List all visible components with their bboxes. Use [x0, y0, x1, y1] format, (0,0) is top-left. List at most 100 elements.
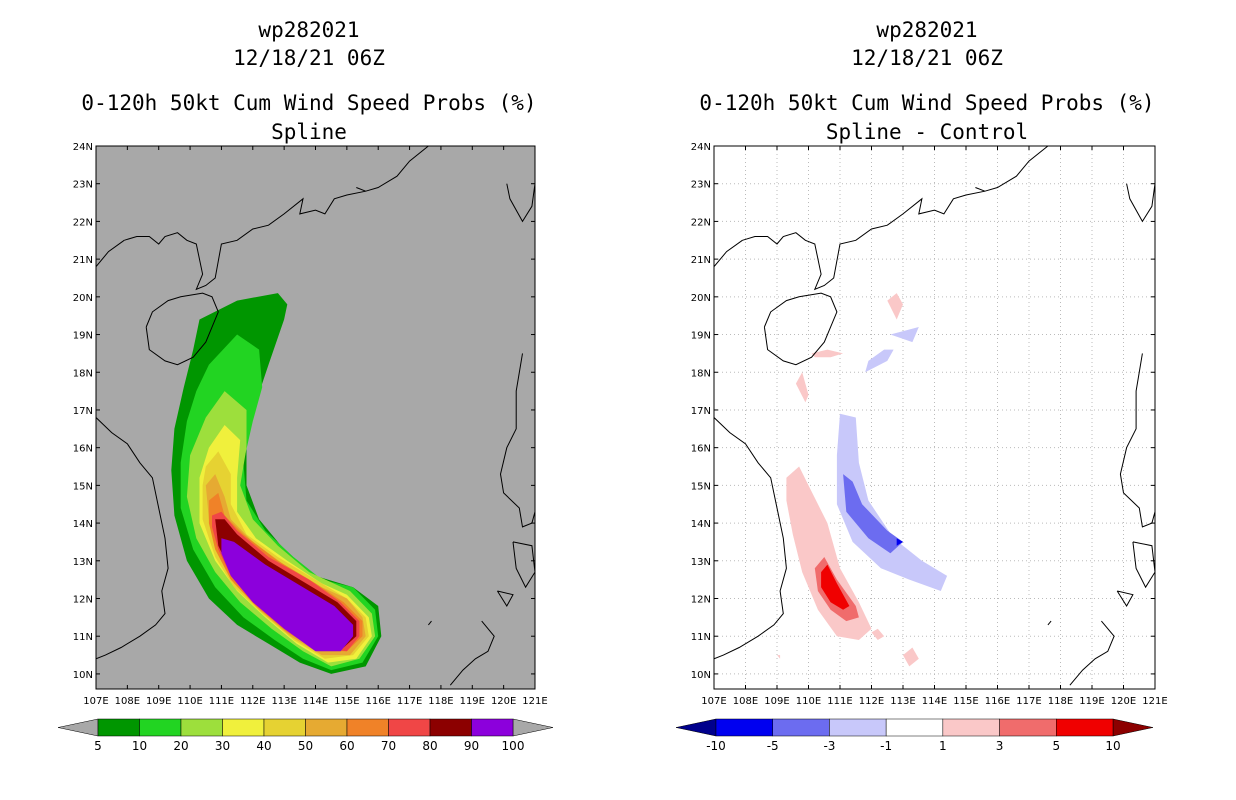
- y-tick-label: 12N: [73, 595, 93, 606]
- y-tick-label: 11N: [691, 632, 711, 643]
- coastline-small2: [356, 187, 366, 192]
- coastline-vietnam_s: [96, 417, 169, 660]
- x-tick-label: 108E: [733, 696, 758, 707]
- contour-level--1: [865, 349, 894, 373]
- colorbar-label: -5: [767, 739, 779, 753]
- x-tick-label: 114E: [922, 696, 947, 707]
- contour-level-5: [821, 564, 850, 610]
- y-tick-label: 15N: [691, 481, 711, 492]
- coastline-mindoro: [512, 541, 535, 589]
- contour-level--1: [890, 327, 919, 343]
- coastline-small1: [1047, 620, 1052, 626]
- colorbar-label: 60: [339, 739, 354, 753]
- y-tick-label: 22N: [73, 217, 93, 228]
- y-tick-label: 19N: [73, 331, 93, 342]
- x-tick-label: 121E: [522, 696, 547, 707]
- x-tick-label: 112E: [859, 696, 884, 707]
- colorbar-segment: [942, 718, 1000, 737]
- contour-level--3: [843, 474, 903, 554]
- left-datetime: 12/18/21 06Z: [233, 46, 385, 70]
- y-tick-label: 18N: [691, 368, 711, 379]
- y-tick-label: 17N: [691, 406, 711, 417]
- coastline-taiwan: [1126, 183, 1155, 223]
- colorbar-start-arrow: [675, 718, 717, 737]
- colorbar-label: 100: [502, 739, 525, 753]
- y-tick-label: 20N: [73, 293, 93, 304]
- colorbar-label: 20: [173, 739, 188, 753]
- x-tick-label: 120E: [491, 696, 516, 707]
- colorbar-label: 50: [298, 739, 313, 753]
- colorbar-label: 70: [381, 739, 396, 753]
- x-tick-label: 116E: [366, 696, 391, 707]
- coastline-hainan: [763, 292, 838, 366]
- coastline-vietnam: [96, 239, 125, 268]
- colorbar-label: 10: [1105, 739, 1120, 753]
- colorbar-end-arrow: [1112, 718, 1154, 737]
- coastline-small2: [975, 187, 986, 192]
- contour-level-1: [887, 293, 903, 320]
- colorbar-label: 80: [422, 739, 437, 753]
- coastline-palawan: [449, 620, 495, 686]
- y-tick-label: 10N: [73, 670, 93, 681]
- colorbar-segment: [715, 718, 773, 737]
- x-tick-label: 117E: [1016, 696, 1041, 707]
- x-tick-label: 119E: [460, 696, 485, 707]
- colorbar-label: -10: [706, 739, 726, 753]
- y-tick-label: 23N: [73, 180, 93, 191]
- x-tick-label: 110E: [796, 696, 821, 707]
- y-tick-label: 23N: [691, 180, 711, 191]
- y-tick-label: 20N: [691, 293, 711, 304]
- x-tick-label: 112E: [240, 696, 265, 707]
- coastline-busuanga: [496, 590, 514, 607]
- contour-level-1: [786, 466, 872, 640]
- x-tick-label: 111E: [209, 696, 234, 707]
- contour-level--5: [896, 538, 903, 546]
- coastline-taiwan: [506, 183, 535, 223]
- contour-level-1: [903, 647, 919, 667]
- left-chart-title: 0-120h 50kt Cum Wind Speed Probs (%): [81, 91, 537, 115]
- x-tick-label: 109E: [764, 696, 789, 707]
- y-tick-label: 24N: [691, 142, 711, 153]
- contour-level-1: [777, 655, 781, 659]
- colorbar-segment: [885, 718, 944, 737]
- right-datetime: 12/18/21 06Z: [851, 46, 1003, 70]
- y-tick-label: 13N: [73, 557, 93, 568]
- contour-level-1: [811, 349, 844, 358]
- right-chart-subtitle: Spline - Control: [825, 120, 1029, 144]
- colorbar-label: 90: [464, 739, 479, 753]
- coastline-china: [124, 146, 429, 291]
- left-storm-id: wp282021: [258, 18, 360, 42]
- colorbar-label: 5: [94, 739, 102, 753]
- colorbar-segment: [471, 718, 514, 737]
- x-tick-label: 109E: [146, 696, 171, 707]
- colorbar-label: 30: [215, 739, 230, 753]
- right-storm-id: wp282021: [876, 18, 978, 42]
- coastline-luzon: [1119, 353, 1155, 528]
- plot-background: [714, 146, 1155, 689]
- x-tick-label: 113E: [890, 696, 915, 707]
- x-tick-label: 119E: [1079, 696, 1104, 707]
- contour-level-90: [221, 538, 354, 652]
- colorbar-label: 10: [132, 739, 147, 753]
- colorbar-segment: [829, 718, 887, 737]
- x-tick-label: 114E: [303, 696, 328, 707]
- x-tick-label: 115E: [953, 696, 978, 707]
- y-tick-label: 13N: [691, 557, 711, 568]
- coastline-luzon: [499, 353, 535, 528]
- x-tick-label: 118E: [428, 696, 453, 707]
- colorbar-label: 5: [1052, 739, 1060, 753]
- x-tick-label: 108E: [115, 696, 140, 707]
- contour-level-1: [871, 628, 885, 640]
- x-tick-label: 121E: [1142, 696, 1167, 707]
- colorbar-label: 40: [256, 739, 271, 753]
- y-tick-label: 10N: [691, 670, 711, 681]
- coastline-hainan: [145, 292, 219, 366]
- x-tick-label: 111E: [827, 696, 852, 707]
- y-tick-label: 18N: [73, 368, 93, 379]
- y-tick-label: 17N: [73, 406, 93, 417]
- y-tick-label: 15N: [73, 481, 93, 492]
- coastline-vietnam: [714, 239, 743, 268]
- y-tick-label: 16N: [691, 444, 711, 455]
- colorbar-segment: [772, 718, 830, 737]
